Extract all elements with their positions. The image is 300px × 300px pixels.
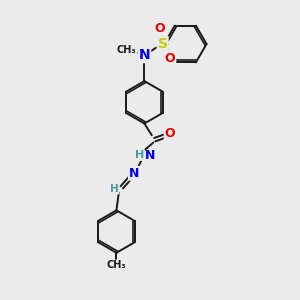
Text: N: N (139, 48, 150, 62)
Text: H: H (110, 184, 119, 194)
Text: N: N (129, 167, 139, 180)
Text: H: H (135, 150, 144, 160)
Text: O: O (165, 127, 175, 140)
Text: N: N (145, 149, 155, 162)
Text: CH₃: CH₃ (106, 260, 126, 270)
Text: O: O (165, 52, 175, 64)
Text: S: S (158, 37, 168, 51)
Text: CH₃: CH₃ (117, 45, 136, 55)
Text: O: O (154, 22, 165, 35)
